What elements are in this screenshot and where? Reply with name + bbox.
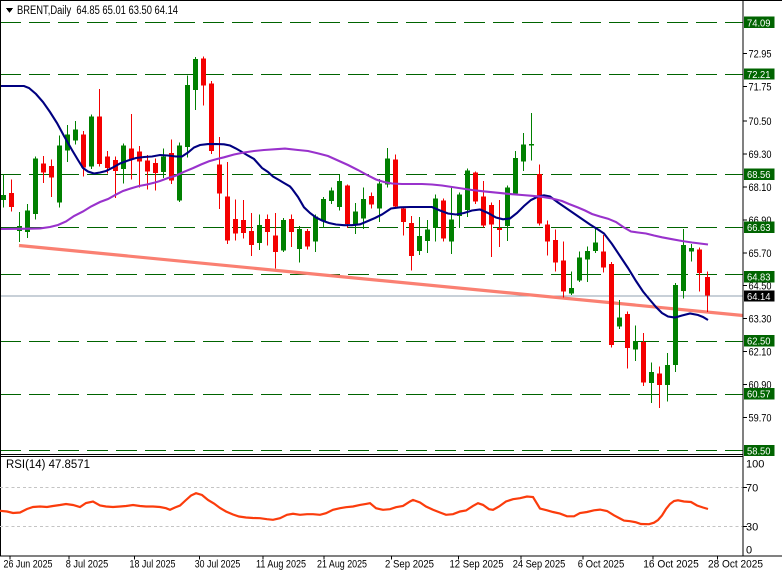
svg-text:62.50: 62.50 <box>747 336 771 348</box>
svg-text:RSI(14) 47.8571: RSI(14) 47.8571 <box>6 459 90 471</box>
svg-text:58.50: 58.50 <box>747 445 771 457</box>
svg-text:59.70: 59.70 <box>749 413 772 425</box>
svg-text:74.09: 74.09 <box>747 17 771 29</box>
svg-text:30: 30 <box>746 522 758 534</box>
svg-text:0: 0 <box>746 545 752 557</box>
svg-text:71.75: 71.75 <box>749 82 772 94</box>
svg-text:26 Jun 2025: 26 Jun 2025 <box>4 559 53 571</box>
svg-text:28 Oct 2025: 28 Oct 2025 <box>708 559 763 571</box>
svg-text:72.95: 72.95 <box>749 49 772 61</box>
svg-text:24 Sep 2025: 24 Sep 2025 <box>513 559 566 571</box>
svg-text:70: 70 <box>746 483 758 495</box>
svg-text:6 Oct 2025: 6 Oct 2025 <box>578 559 625 571</box>
svg-text:68.10: 68.10 <box>749 182 772 194</box>
svg-text:12 Sep 2025: 12 Sep 2025 <box>450 559 504 571</box>
svg-text:60.57: 60.57 <box>747 389 771 401</box>
svg-text:100: 100 <box>746 459 764 471</box>
svg-text:BRENT,Daily 64.85 65.01 63.50: BRENT,Daily 64.85 65.01 63.50 64.14 <box>17 5 178 17</box>
svg-text:66.63: 66.63 <box>747 222 771 234</box>
svg-text:2 Sep 2025: 2 Sep 2025 <box>385 559 434 571</box>
svg-text:69.30: 69.30 <box>749 149 772 161</box>
svg-text:72.21: 72.21 <box>747 69 771 81</box>
svg-text:64.83: 64.83 <box>747 272 771 284</box>
svg-text:62.10: 62.10 <box>749 347 772 359</box>
svg-text:16 Oct 2025: 16 Oct 2025 <box>643 559 699 571</box>
svg-text:65.70: 65.70 <box>749 248 772 260</box>
svg-text:64.50: 64.50 <box>749 281 772 293</box>
svg-text:70.50: 70.50 <box>749 116 772 128</box>
svg-text:30 Jul 2025: 30 Jul 2025 <box>195 559 241 571</box>
svg-text:21 Aug 2025: 21 Aug 2025 <box>317 559 367 571</box>
svg-text:64.14: 64.14 <box>747 291 771 303</box>
svg-text:68.56: 68.56 <box>747 169 771 181</box>
svg-text:11 Aug 2025: 11 Aug 2025 <box>256 559 306 571</box>
svg-text:8 Jul 2025: 8 Jul 2025 <box>66 559 109 571</box>
svg-text:63.30: 63.30 <box>749 314 772 326</box>
svg-text:18 Jul 2025: 18 Jul 2025 <box>130 559 176 571</box>
